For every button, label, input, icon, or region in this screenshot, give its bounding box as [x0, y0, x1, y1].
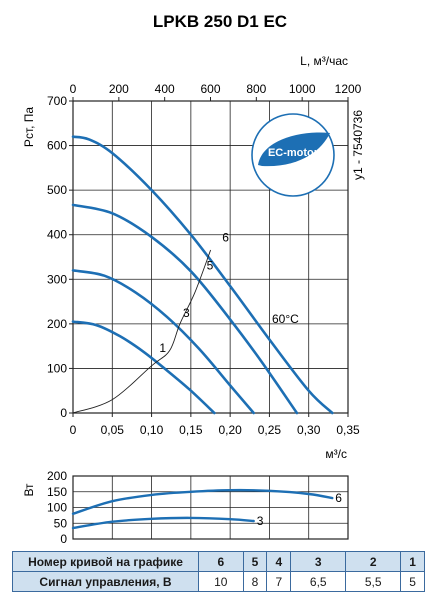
main-tick-labels: 0 0,05 0,10 0,15 0,20 0,25 0,30 0,35 0 100 200 300 4…	[47, 82, 362, 437]
x-tick-label: 0,05	[101, 423, 125, 437]
y-tick-label: 700	[47, 94, 67, 108]
curve-label-3: 3	[183, 306, 190, 320]
x-tick-label: 0,15	[179, 423, 203, 437]
table-header-curve-number: Номер кривой на графике	[12, 551, 199, 572]
x2-tick-label: 0	[70, 82, 77, 96]
control-signal-table: Номер кривой на графике 6 5 4 3 2 1 Сигн…	[12, 551, 425, 592]
power-y-tick-label: 150	[47, 485, 67, 499]
power-curve-6	[71, 488, 334, 515]
table-cell: 5	[242, 551, 268, 572]
table-cell: 7	[266, 571, 292, 592]
y-tick-label: 0	[60, 406, 67, 420]
main-curves	[71, 135, 334, 415]
temperature-annotation: 60°C	[272, 312, 299, 326]
plot-frame	[72, 100, 349, 414]
logo-leaf-icon	[258, 132, 330, 167]
table-row-curve-number: Номер кривой на графике 6 5 4 3 2 1	[12, 551, 425, 572]
y-tick-label: 300	[47, 272, 67, 286]
curve-label-5: 5	[207, 258, 214, 272]
system-curve	[72, 249, 211, 414]
table-cell: 2	[345, 551, 402, 572]
curve-label-6: 6	[222, 230, 229, 244]
y-axis-title: Pст, Па	[22, 107, 36, 147]
x2-tick-label: 600	[200, 82, 220, 96]
y-tick-label: 600	[47, 139, 67, 153]
power-curve-label-3: 3	[257, 514, 264, 528]
fan-curve-3	[71, 269, 255, 415]
power-y-tick-label: 50	[54, 516, 68, 530]
x-tick-label: 0,25	[258, 423, 282, 437]
x-axis-title: м³/с	[325, 447, 347, 461]
logo-text: EC-motor	[268, 147, 319, 159]
table-cell: 5,5	[345, 571, 402, 592]
x2-tick-label: 1200	[335, 82, 362, 96]
x-tick-label: 0,35	[336, 423, 360, 437]
power-curves	[71, 488, 334, 530]
table-row-control-signal: Сигнал управления, В 10 8 7 6,5 5,5 5	[12, 571, 425, 592]
y-tick-label: 500	[47, 183, 67, 197]
table-header-control-signal: Сигнал управления, В	[12, 571, 199, 592]
x2-tick-label: 800	[246, 82, 266, 96]
x2-tick-label: 400	[155, 82, 175, 96]
power-curve-3	[71, 516, 255, 530]
x2-tick-label: 200	[109, 82, 129, 96]
table-cell: 6	[198, 551, 244, 572]
table-cell: 4	[266, 551, 292, 572]
x-tick-label: 0	[70, 423, 77, 437]
power-axis-title: Вт	[22, 483, 36, 497]
ec-motor-logo: EC-motor	[251, 113, 335, 197]
table-cell: 6,5	[290, 571, 347, 592]
x-tick-label: 0,30	[297, 423, 321, 437]
top-axis-title: L, м³/час	[300, 54, 348, 68]
x2-tick-label: 1000	[289, 82, 316, 96]
fan-curve-6	[71, 135, 334, 415]
table-cell: 1	[400, 551, 425, 572]
y-tick-label: 100	[47, 361, 67, 375]
table-cell: 5	[400, 571, 425, 592]
main-curve-labels: 1 3 56	[159, 230, 229, 355]
fan-curve-5	[71, 203, 299, 415]
power-y-tick-label: 100	[47, 501, 67, 515]
chart-title: LPKB 250 D1 EC	[153, 12, 287, 31]
x-tick-label: 0,20	[218, 423, 242, 437]
fan-curve-1	[71, 320, 216, 415]
power-y-tick-label: 200	[47, 469, 67, 483]
table-cell: 8	[242, 571, 268, 592]
power-curve-labels: 63	[257, 491, 343, 528]
power-plot-frame	[72, 475, 349, 540]
curve-label-1: 1	[159, 341, 166, 355]
y-tick-label: 400	[47, 228, 67, 242]
power-y-tick-label: 0	[60, 532, 67, 546]
x-tick-label: 0,10	[140, 423, 164, 437]
power-grid	[72, 475, 349, 540]
table-cell: 3	[290, 551, 347, 572]
y-tick-label: 200	[47, 317, 67, 331]
side-label: у1 - 7540736	[351, 110, 365, 180]
table-cell: 10	[198, 571, 244, 592]
power-curve-label-6: 6	[335, 491, 342, 505]
